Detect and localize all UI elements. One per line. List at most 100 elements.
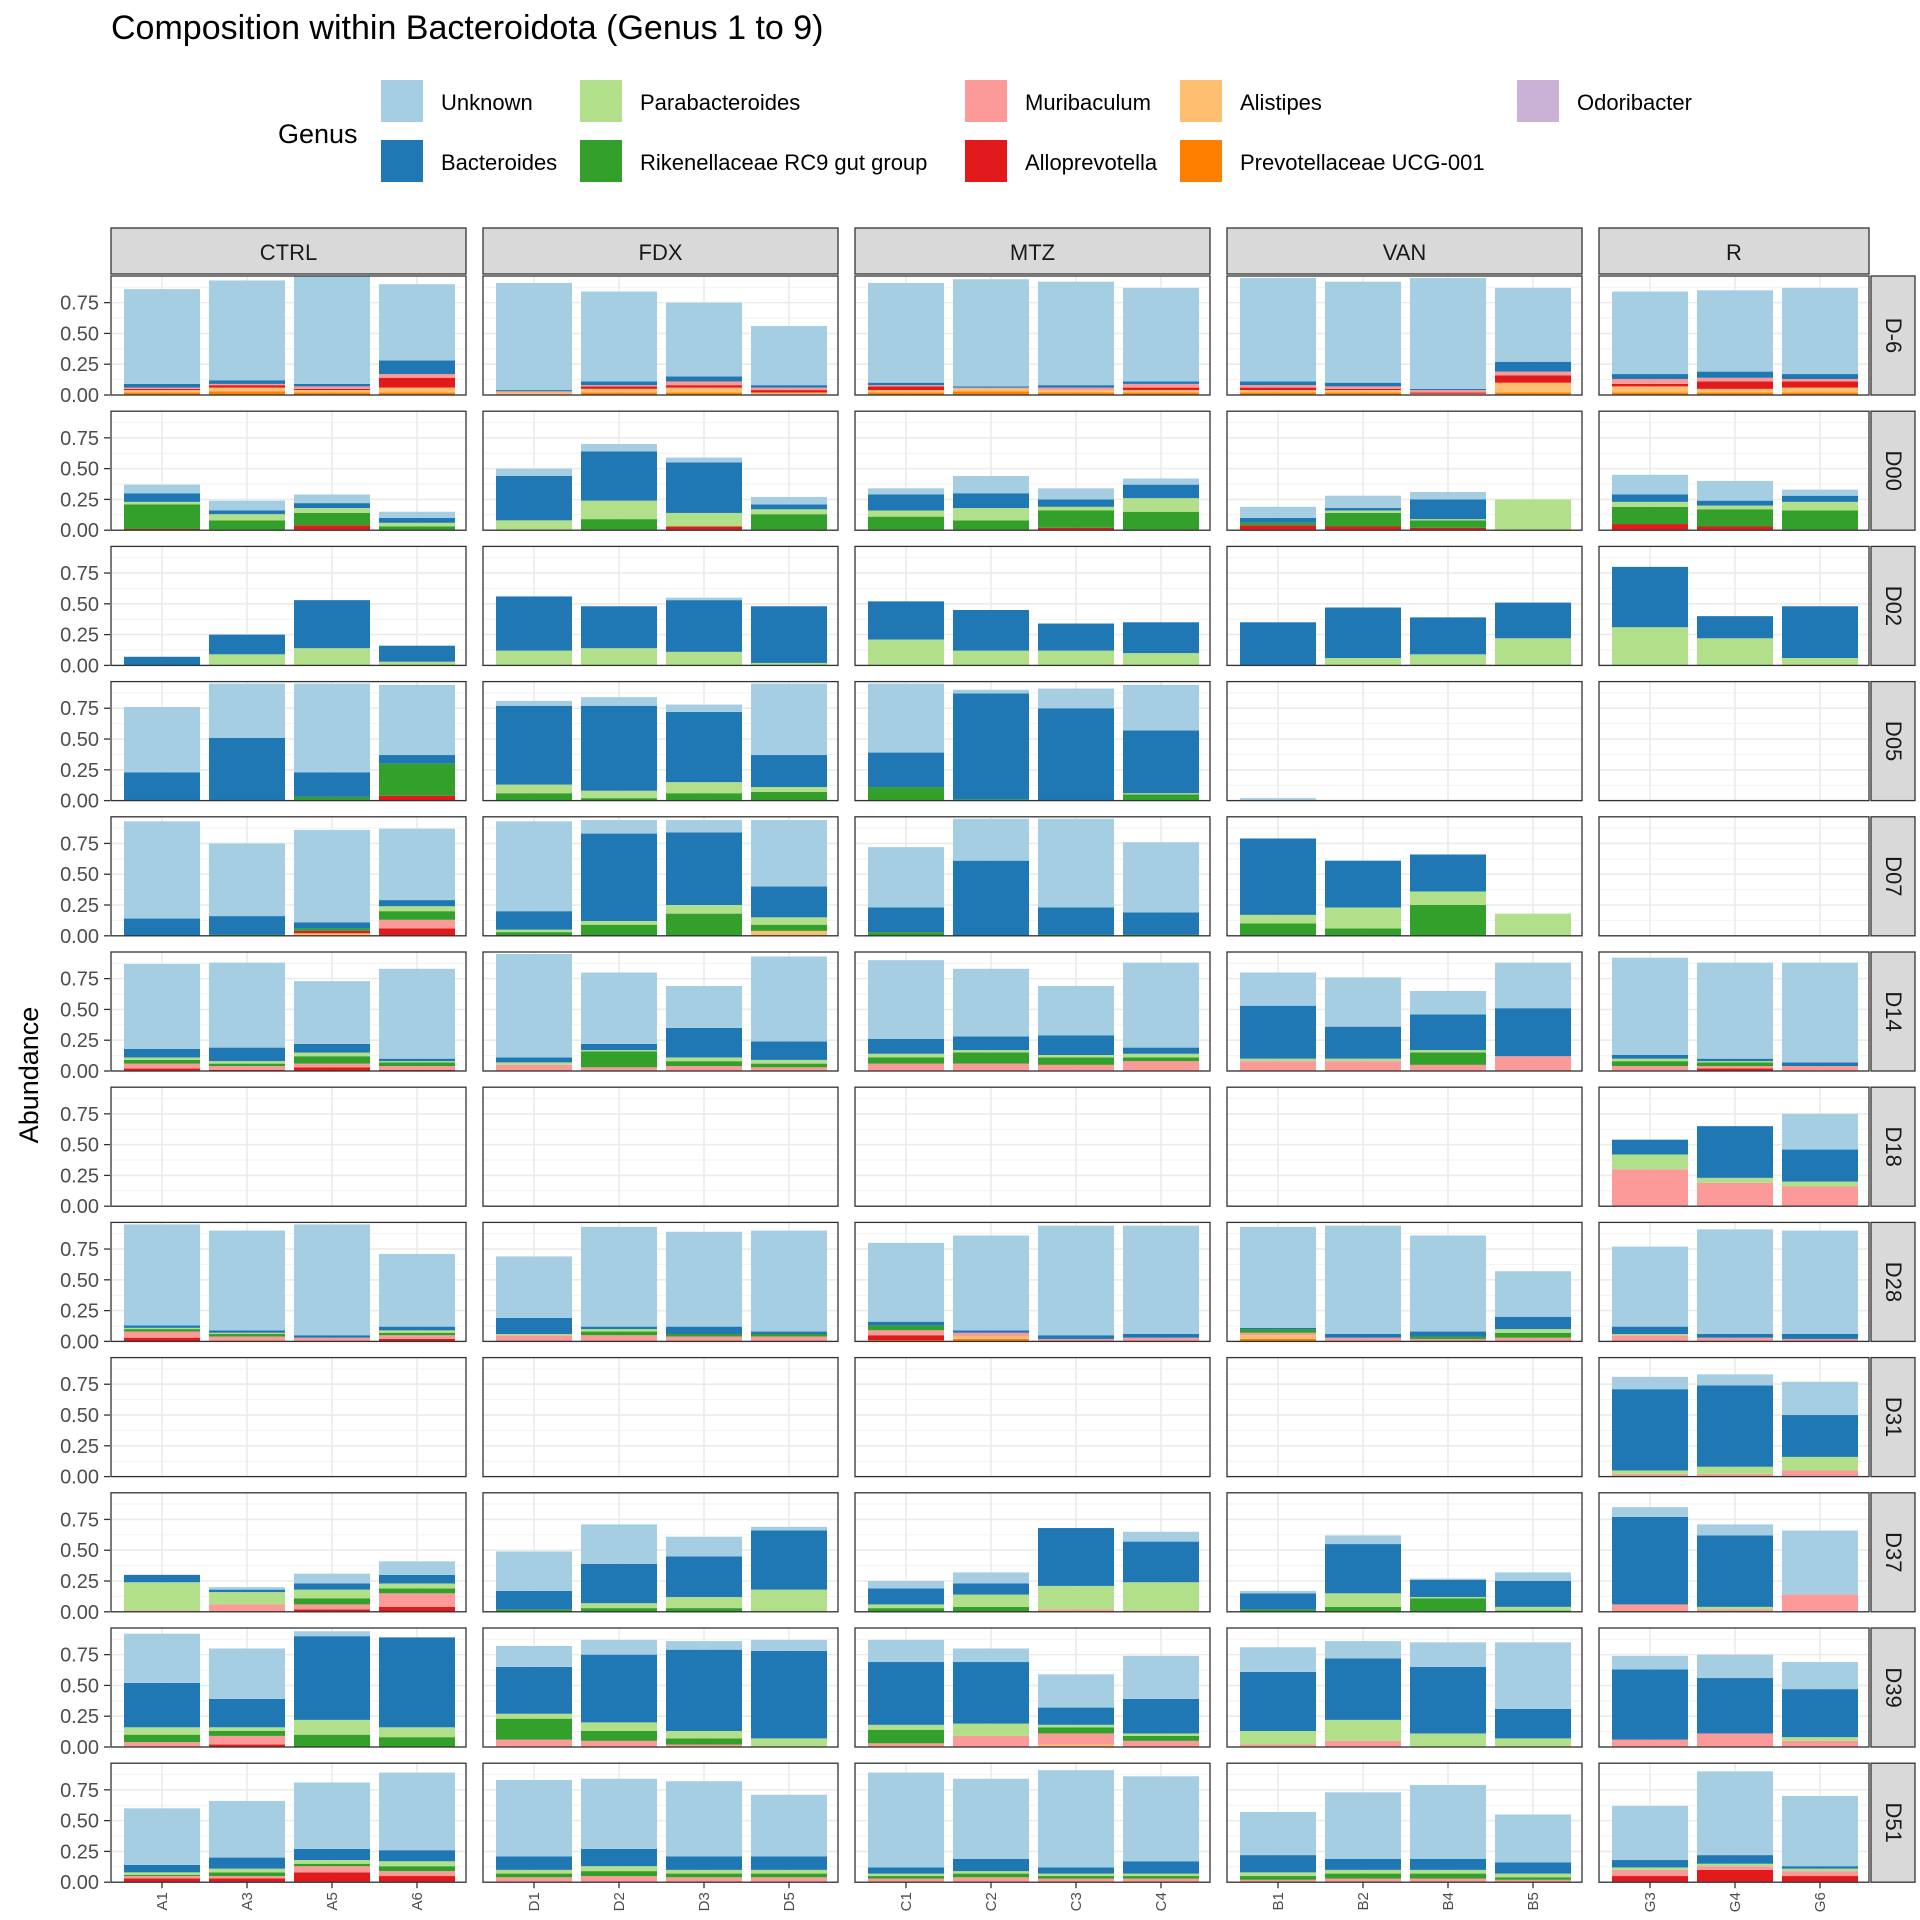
bar-segment-bacteroides	[1782, 1689, 1858, 1738]
bar-segment-rikenellaceae-rc9-gut-group	[124, 1329, 200, 1332]
bar-segment-bacteroides	[1782, 1866, 1858, 1869]
bar-segment-parabacteroides	[1038, 1054, 1114, 1058]
y-tick-label: 0.25	[60, 895, 99, 917]
y-tick-label: 0.75	[60, 1780, 99, 1802]
bar-segment-parabacteroides	[666, 905, 742, 914]
bar-segment-unknown	[496, 821, 572, 912]
panel-border	[1226, 1627, 1583, 1748]
bar-segment-unknown	[1410, 990, 1486, 1015]
bar-segment-parabacteroides	[1240, 1730, 1316, 1745]
bar-segment-muribaculum	[209, 1876, 285, 1879]
bar-segment-unknown	[1123, 287, 1199, 382]
bar-segment-parabacteroides	[581, 1866, 657, 1872]
chart-title: Composition within Bacteroidota (Genus 1…	[111, 9, 823, 47]
bar-segment-muribaculum	[124, 387, 200, 389]
bar-segment-alistipes	[1038, 1744, 1114, 1747]
panel-ctrl-d31	[110, 1356, 467, 1478]
bar-segment-unknown	[294, 981, 370, 1044]
bar-segment-bacteroides	[496, 596, 572, 651]
bar-segment-bacteroides	[751, 504, 827, 510]
bar-segment-unknown	[751, 326, 827, 386]
bar-segment-rikenellaceae-rc9-gut-group	[581, 1730, 657, 1741]
panel-r-d28	[1598, 1221, 1870, 1343]
bar-segment-bacteroides	[294, 922, 370, 929]
bar-segment-unknown	[1697, 290, 1773, 372]
bar-segment-rikenellaceae-rc9-gut-group	[1410, 520, 1486, 528]
bar-segment-parabacteroides	[1495, 1873, 1571, 1878]
panel-background	[855, 1087, 1210, 1207]
bar-segment-parabacteroides	[1782, 1456, 1858, 1471]
bar-segment-parabacteroides	[209, 1332, 285, 1335]
bar-segment-muribaculum	[379, 1066, 455, 1070]
bar-segment-bacteroides	[581, 1848, 657, 1867]
bar-segment-bacteroides	[1123, 484, 1199, 499]
row-strip-label: D14	[1881, 991, 1906, 1031]
bar-segment-parabacteroides	[1325, 907, 1401, 929]
bar-segment-alloprevotella	[379, 1876, 455, 1883]
panel-border	[110, 275, 467, 396]
bar-segment-parabacteroides	[581, 790, 657, 799]
bar-segment-muribaculum	[868, 1878, 944, 1883]
bar-segment-unknown	[1782, 287, 1858, 375]
bar-segment-parabacteroides	[868, 1604, 944, 1609]
bar-segment-unknown	[1325, 495, 1401, 509]
bar-segment-rikenellaceae-rc9-gut-group	[666, 1873, 742, 1878]
y-tick-label: 0.00	[60, 926, 99, 948]
bar-segment-bacteroides	[953, 609, 1029, 651]
bar-segment-unknown	[379, 684, 455, 756]
bar-segment-muribaculum	[666, 1744, 742, 1747]
bar-segment-muribaculum	[868, 1743, 944, 1747]
bar-segment-bacteroides	[581, 1654, 657, 1723]
bar-segment-unknown	[1410, 1784, 1486, 1859]
bar-segment-rikenellaceae-rc9-gut-group	[209, 1334, 285, 1337]
panel-border	[1598, 410, 1870, 531]
bar-segment-bacteroides	[666, 462, 742, 513]
bar-segment-rikenellaceae-rc9-gut-group	[1038, 1876, 1114, 1879]
row-strip-label: D28	[1881, 1262, 1906, 1302]
panel-ctrl-d07	[110, 816, 467, 937]
bar-segment-bacteroides	[209, 380, 285, 384]
panel-border	[1598, 545, 1870, 667]
bar-segment-rikenellaceae-rc9-gut-group	[581, 1051, 657, 1068]
bar-segment-alistipes	[496, 392, 572, 395]
bar-segment-bacteroides	[868, 1867, 944, 1874]
bar-segment-parabacteroides	[953, 1723, 1029, 1736]
bar-segment-unknown	[751, 1230, 827, 1332]
bar-segment-parabacteroides	[379, 661, 455, 666]
bar-segment-rikenellaceae-rc9-gut-group	[751, 924, 827, 931]
bar-segment-muribaculum	[294, 386, 370, 389]
bar-segment-bacteroides	[496, 1590, 572, 1610]
bar-segment-parabacteroides	[1697, 1606, 1773, 1610]
panel-fdx-d51	[482, 1762, 839, 1883]
bar-segment-bacteroides	[666, 600, 742, 652]
bar-segment-parabacteroides	[1123, 653, 1199, 666]
bar-segment-unknown	[124, 963, 200, 1049]
bar-segment-unknown	[1782, 1662, 1858, 1690]
bar-segment-muribaculum	[496, 1335, 572, 1342]
bar-segment-bacteroides	[751, 385, 827, 388]
bar-segment-parabacteroides	[1123, 1582, 1199, 1611]
bar-segment-rikenellaceae-rc9-gut-group	[581, 1331, 657, 1336]
bar-segment-parabacteroides	[1325, 1719, 1401, 1741]
bar-segment-rikenellaceae-rc9-gut-group	[294, 928, 370, 931]
bar-segment-rikenellaceae-rc9-gut-group	[1325, 928, 1401, 936]
panel-border	[482, 1492, 839, 1613]
bar-segment-parabacteroides	[379, 1061, 455, 1063]
bar-segment-bacteroides	[581, 381, 657, 386]
bar-segment-parabacteroides	[1240, 1872, 1316, 1877]
panel-border	[482, 1356, 839, 1478]
bar-segment-bacteroides	[953, 1036, 1029, 1051]
bar-segment-bacteroides	[294, 1335, 370, 1338]
bar-segment-rikenellaceae-rc9-gut-group	[751, 1063, 827, 1068]
bar-segment-rikenellaceae-rc9-gut-group	[751, 1334, 827, 1337]
bar-segment-unknown	[581, 972, 657, 1044]
panel-r-d05	[1598, 680, 1870, 802]
legend-label-prevotellaceae-ucg-001: Prevotellaceae UCG-001	[1240, 150, 1485, 175]
panel-border	[110, 680, 467, 802]
panel-ctrl-d39	[110, 1627, 467, 1748]
panel-van-d-6	[1226, 275, 1583, 396]
panel-border	[110, 951, 467, 1072]
row-strip-label: D37	[1881, 1532, 1906, 1572]
panel-border	[854, 1221, 1211, 1343]
bar-segment-bacteroides	[209, 1589, 285, 1593]
